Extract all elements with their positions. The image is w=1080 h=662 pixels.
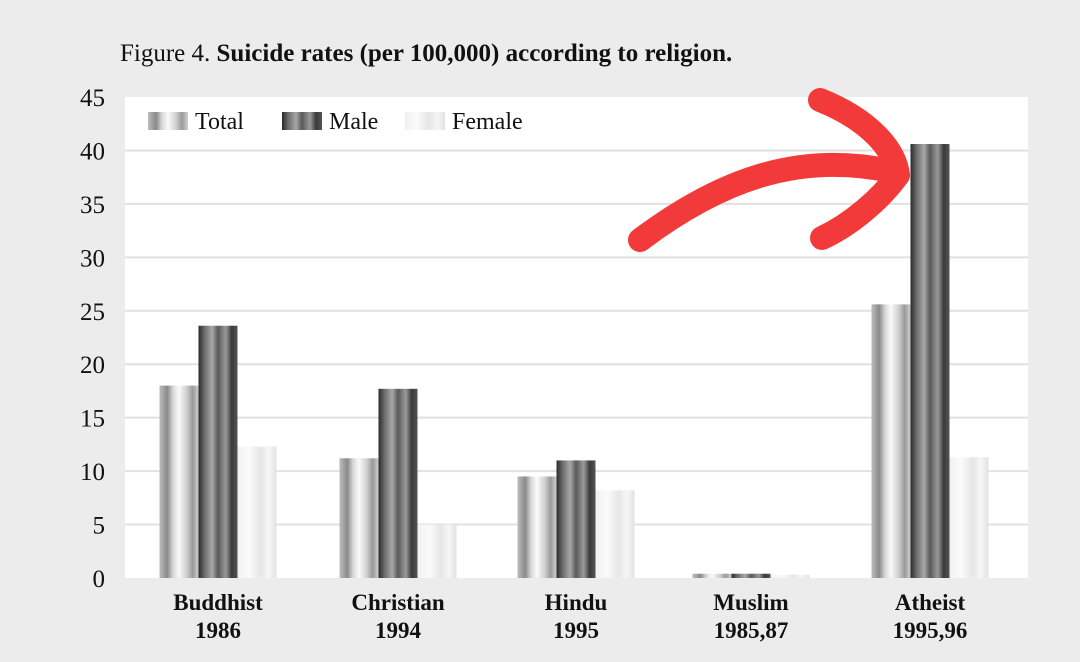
bar-total-christian: [339, 458, 379, 578]
title-text: Suicide rates (per 100,000) according to…: [216, 40, 733, 67]
bar-female-buddhist: [237, 446, 277, 578]
bar-female-atheist: [949, 457, 989, 578]
bar-total-buddhist: [159, 385, 199, 578]
bar-total-muslim: [692, 573, 732, 578]
bar-total-hindu: [517, 476, 557, 578]
y-tick-label: 5: [93, 513, 106, 540]
x-tick-label: Hindu: [545, 590, 608, 615]
x-tick-label: Christian: [351, 590, 445, 615]
bar-male-christian: [378, 388, 418, 578]
y-tick-label: 15: [80, 406, 105, 433]
bar-female-hindu: [595, 490, 635, 578]
x-tick-label: 1995: [553, 618, 599, 643]
x-tick-label: Atheist: [895, 590, 966, 615]
legend-swatch-total: [148, 112, 188, 130]
bar-male-hindu: [556, 460, 596, 578]
legend-label: Total: [195, 109, 244, 135]
bar-male-atheist: [910, 144, 950, 578]
x-tick-label: 1994: [375, 618, 422, 643]
y-tick-label: 45: [80, 85, 105, 112]
chart-title: Figure 4. Suicide rates (per 100,000) ac…: [120, 40, 732, 68]
bar-total-atheist: [871, 304, 911, 578]
y-tick-label: 40: [80, 138, 105, 165]
y-tick-label: 0: [93, 566, 106, 593]
x-tick-label: Buddhist: [173, 590, 263, 615]
x-tick-label: 1986: [195, 618, 241, 643]
x-tick-label: 1995,96: [893, 618, 968, 643]
title-prefix: Figure 4.: [120, 40, 211, 67]
y-tick-label: 20: [80, 352, 105, 379]
legend-swatch-female: [405, 112, 445, 130]
legend-label: Female: [452, 109, 523, 135]
y-tick-label: 10: [80, 459, 105, 486]
y-tick-label: 30: [80, 245, 105, 272]
y-tick-label: 35: [80, 192, 105, 219]
red-arrow-annotation: [628, 88, 910, 252]
x-tick-label: 1985,87: [714, 618, 789, 643]
y-tick-label: 25: [80, 299, 105, 326]
bar-male-muslim: [731, 573, 771, 578]
bar-male-buddhist: [198, 325, 238, 578]
legend-label: Male: [329, 109, 378, 135]
x-tick-label: Muslim: [713, 590, 788, 615]
bar-female-christian: [417, 524, 457, 578]
bar-female-muslim: [770, 574, 810, 578]
legend-swatch-male: [282, 112, 322, 130]
